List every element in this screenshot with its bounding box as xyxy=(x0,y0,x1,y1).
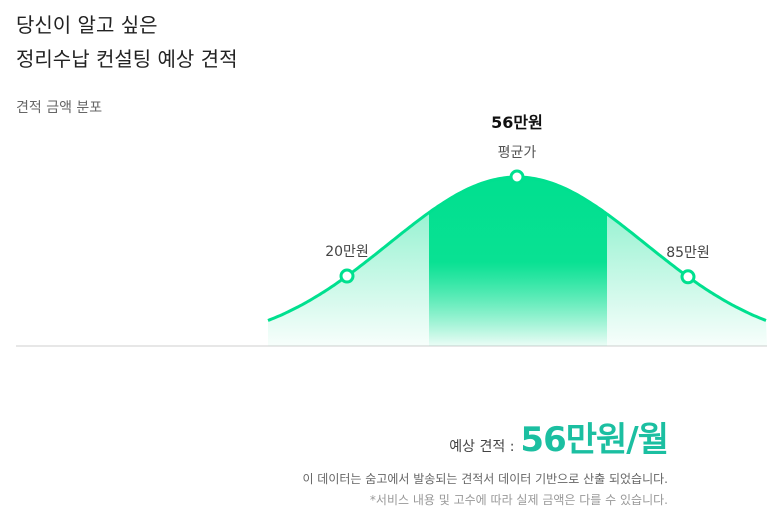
marker-sublabel-56: 평균가 xyxy=(498,145,537,161)
marker-point-20 xyxy=(339,268,355,284)
estimate-label: 예상 견적 : xyxy=(449,439,515,455)
title-line-1: 당신이 알고 싶은 xyxy=(16,13,158,37)
marker-point-85 xyxy=(680,269,696,285)
marker-label-85: 85만원 xyxy=(666,245,710,261)
page-title: 당신이 알고 싶은 정리수납 컨설팅 예상 견적 xyxy=(16,8,237,76)
disclaimer-note: *서비스 내용 및 고수에 따라 실제 금액은 다를 수 있습니다. xyxy=(369,493,668,507)
title-line-2: 정리수납 컨설팅 예상 견적 xyxy=(16,47,238,71)
estimate-value: 56만원/월 xyxy=(520,420,669,460)
marker-label-56: 56만원 xyxy=(491,113,543,132)
data-source-note: 이 데이터는 숨고에서 발송되는 견적서 데이터 기반으로 산출 되었습니다. xyxy=(302,472,668,486)
marker-label-20: 20만원 xyxy=(325,244,369,260)
chart-title: 견적 금액 분포 xyxy=(16,100,103,116)
estimate-summary: 예상 견적 : 56만원/월 xyxy=(449,412,669,461)
area-middle-fill xyxy=(429,177,607,346)
marker-point-56 xyxy=(509,169,525,185)
